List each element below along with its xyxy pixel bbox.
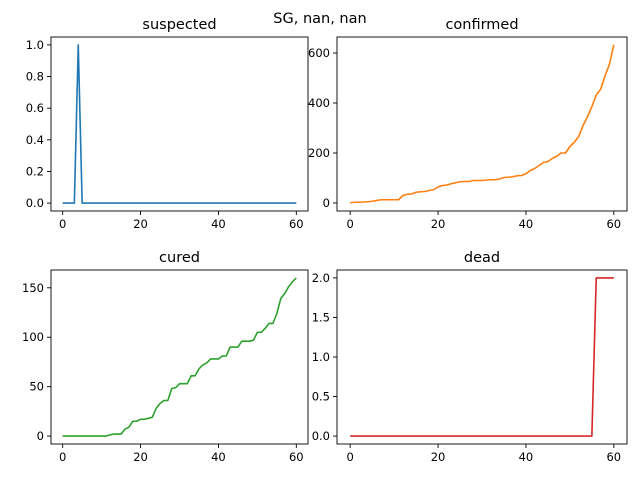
y-tick-label: 0: [323, 196, 330, 210]
y-tick-label: 0.0: [312, 429, 330, 443]
y-tick-label: 600: [308, 46, 330, 60]
x-tick-label: 0: [347, 217, 354, 231]
subplot-title: confirmed: [445, 17, 518, 33]
y-tick-label: 1.5: [312, 310, 330, 324]
y-tick-label: 0: [37, 429, 44, 443]
y-tick-label: 1.0: [26, 38, 44, 52]
y-tick-label: 1.0: [312, 350, 330, 364]
series-line-cured: [62, 277, 297, 437]
y-tick-label: 0.4: [26, 133, 44, 147]
y-tick-label: 0.5: [312, 390, 330, 404]
axes-frame: [336, 36, 628, 212]
subplots-grid: suspected 0 20 40 60 0.0 0.2 0.4 0.6 0.8 1.0 confir…: [22, 17, 628, 464]
y-tick-label: 2.0: [312, 271, 330, 285]
y-tick-label: 50: [29, 380, 44, 394]
y-tick-label: 0.6: [26, 101, 44, 115]
axes-frame: [50, 36, 309, 212]
series-line-suspected: [62, 44, 297, 204]
subplot-dead: dead 0 20 40 60 0.0 0.5 1.0 1.5 2.0: [312, 250, 628, 464]
x-tick-label: 60: [289, 217, 304, 231]
y-tick-label: 0.2: [26, 164, 44, 178]
axes-frame: [50, 269, 309, 445]
x-tick-label: 0: [347, 450, 354, 464]
subplot-title: suspected: [142, 17, 216, 33]
x-tick-label: 20: [431, 217, 446, 231]
y-tick-label: 100: [22, 330, 44, 344]
x-tick-label: 0: [59, 217, 66, 231]
x-tick-label: 60: [606, 217, 621, 231]
x-tick-label: 20: [133, 450, 148, 464]
x-tick-label: 60: [606, 450, 621, 464]
y-tick-label: 0.0: [26, 196, 44, 210]
subplot-suspected: suspected 0 20 40 60 0.0 0.2 0.4 0.6 0.8 1.0: [26, 17, 309, 231]
series-line-dead: [350, 277, 614, 437]
x-tick-label: 60: [289, 450, 304, 464]
x-tick-label: 40: [211, 217, 226, 231]
y-tick-label: 200: [308, 146, 330, 160]
subplot-title: cured: [159, 250, 200, 266]
y-tick-label: 150: [22, 281, 44, 295]
series-line-confirmed: [350, 44, 615, 204]
x-tick-label: 40: [519, 217, 534, 231]
x-tick-label: 0: [59, 450, 66, 464]
figure-title: SG, nan, nan: [273, 11, 366, 27]
x-tick-label: 40: [519, 450, 534, 464]
y-tick-label: 0.8: [26, 70, 44, 84]
x-tick-label: 40: [211, 450, 226, 464]
x-tick-label: 20: [431, 450, 446, 464]
x-tick-label: 20: [133, 217, 148, 231]
subplot-cured: cured 0 20 40 60 0 50 100 150: [22, 250, 309, 464]
subplot-title: dead: [464, 250, 500, 266]
y-tick-label: 400: [308, 96, 330, 110]
